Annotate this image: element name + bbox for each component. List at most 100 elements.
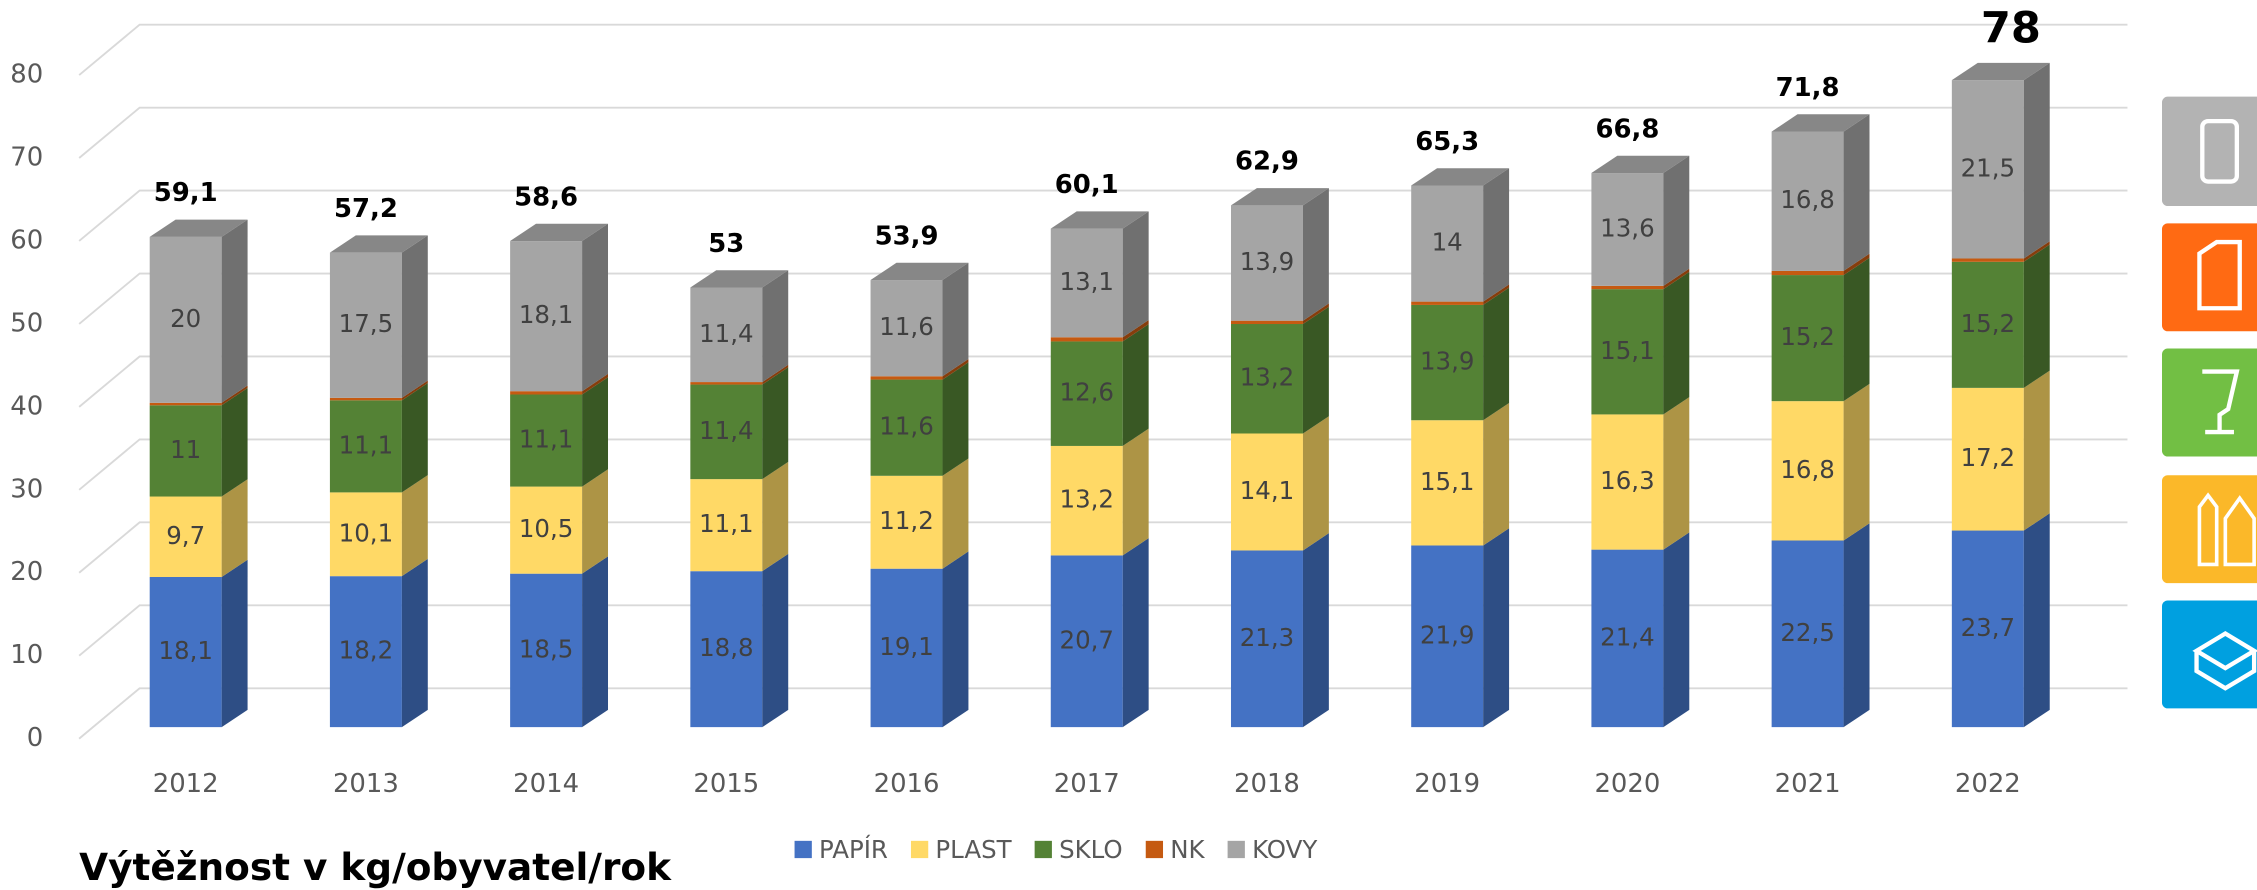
bar-segment [870,280,943,377]
value-label: 22,5 [1780,618,1834,647]
icon-glyph [2197,492,2256,567]
bar-segment [1411,301,1484,305]
bar-segment [1591,285,1664,290]
bar-segment [690,384,763,480]
bar-segment [870,568,943,728]
x-tick-label: 2013 [333,769,399,799]
value-label: 15,2 [1961,309,2015,338]
total-label: 65,3 [1415,127,1479,157]
bar-side [582,556,609,728]
bar-segment [1050,337,1123,342]
x-tick-label: 2018 [1234,769,1300,799]
bar-side [1302,416,1329,551]
x-tick-label: 2021 [1775,769,1841,799]
bar-segment [1411,545,1484,728]
bar-segment [1951,258,2024,262]
bar-side [1843,383,1870,541]
bar-segment [510,241,583,392]
bar-segment [1771,401,1844,541]
bar-segment [870,379,943,476]
bar-side [1843,257,1870,402]
total-label: 53 [708,229,744,259]
bar-side [942,551,969,728]
value-label: 11 [170,435,201,464]
bar-side [1483,284,1510,305]
bar-side [2023,513,2050,728]
bar-top [1951,62,2050,81]
value-label: 15,2 [1780,322,1834,351]
bar-side [1843,253,1870,276]
bar-side [221,479,248,577]
bar-side [401,558,428,728]
x-tick-label: 2022 [1955,769,2021,799]
bar-side [2023,62,2050,259]
icons [2162,96,2257,709]
value-label: 11,2 [879,506,933,535]
bar-segment [1050,228,1123,338]
bar-side [1483,528,1510,728]
x-tick-label: 2015 [693,769,759,799]
value-label: 13,9 [1420,347,1474,376]
bar-segment [1951,80,2024,259]
icon-glyph [2202,369,2240,435]
bar-segment [690,287,763,383]
x-tick-label: 2017 [1054,769,1120,799]
bar-segment [1591,414,1664,550]
bar-segment [690,382,763,385]
icon-carton [2162,223,2257,332]
bar-side [762,367,789,480]
bar-side [1122,538,1149,728]
bar-segment [149,402,222,406]
bar-segment [510,486,583,574]
grid-line [78,106,2128,159]
icon-glass [2162,348,2257,457]
bar-segment [1771,540,1844,728]
bar-segment [329,492,402,577]
legend-label: SKLO [1059,835,1123,864]
legend-swatch [794,840,812,859]
x-tick-label: 2020 [1594,769,1660,799]
y-tick-label: 20 [10,557,43,587]
bar-segment [1411,185,1484,302]
legend-label: PLAST [935,835,1012,864]
bar-segment [870,376,943,380]
total-label: 78 [1981,4,2041,54]
bar-top [1591,155,1690,174]
bar-segment [1591,549,1664,728]
bar-side [401,475,428,577]
value-label: 18,1 [158,636,212,665]
value-label: 18,8 [699,633,753,662]
total-label: 62,9 [1235,147,1299,177]
bar-side [582,373,609,395]
legend-swatch [910,840,929,859]
bar-segment [149,236,222,403]
bar-side [401,383,428,493]
x-tick-label: 2014 [513,769,579,799]
value-label: 13,6 [1600,213,1654,242]
bar-segment [510,391,583,395]
value-label: 10,1 [339,518,393,547]
y-tick-label: 10 [10,640,43,670]
icon-glyph [2200,118,2240,184]
legend-label: KOVY [1252,835,1317,864]
value-label: 15,1 [1420,467,1474,496]
bar-top [1411,168,1510,186]
bar-side [1122,428,1149,556]
total-label: 66,8 [1595,114,1659,144]
bar-side [1843,523,1870,728]
bar-segment [1050,555,1123,728]
bar-segment [149,576,222,728]
value-label: 20 [170,304,201,333]
x-tick-label: 2012 [153,769,219,799]
bar-segment [510,573,583,728]
value-label: 16,8 [1780,185,1834,214]
value-label: 10,5 [519,514,573,543]
bar-side [1663,532,1690,728]
value-label: 18,1 [519,300,573,329]
bar-side [1663,397,1690,550]
value-label: 16,8 [1780,455,1834,484]
value-label: 21,5 [1961,153,2015,182]
bar-top [1050,211,1149,229]
bar-side [942,362,969,476]
bar-top [510,223,609,242]
